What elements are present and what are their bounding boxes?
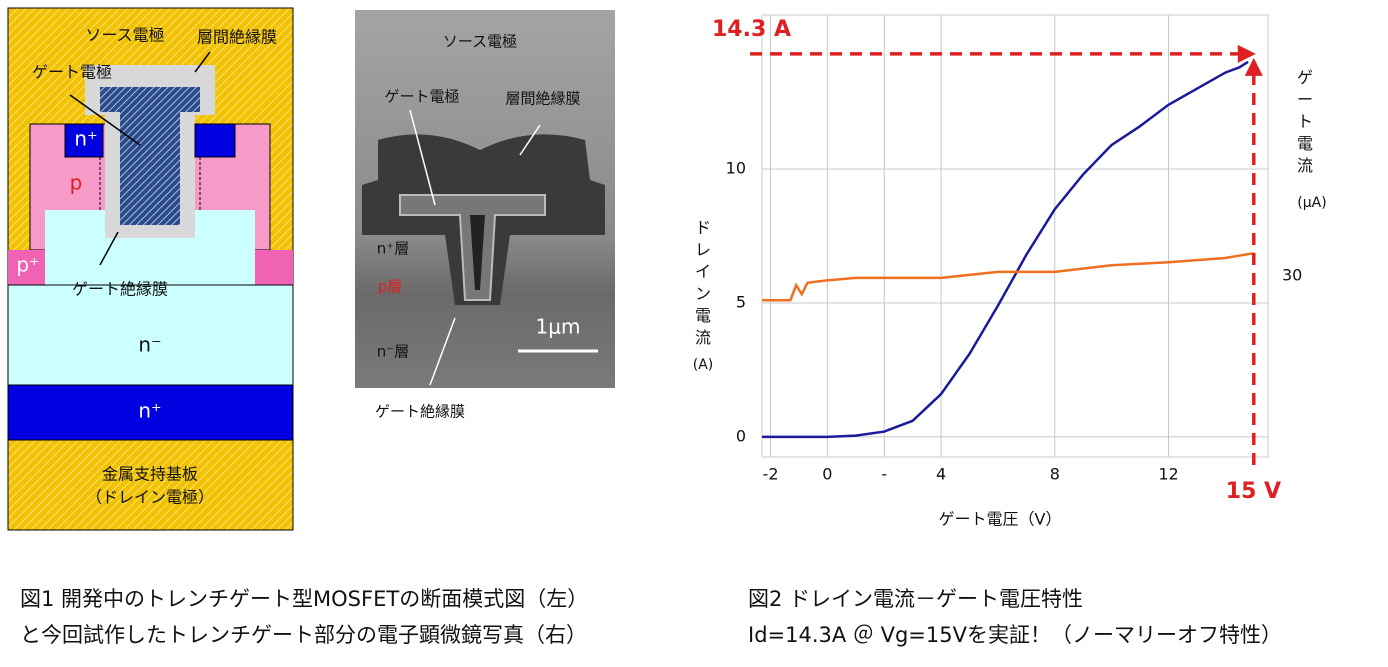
y-axis-label: (A): [693, 357, 714, 373]
photo-label: n⁻層: [377, 343, 409, 361]
y-tick-label: 0: [736, 426, 746, 445]
x-tick-label: 0: [822, 465, 832, 484]
diagram-label: n⁻: [138, 333, 161, 357]
y-tick-label: 10: [726, 159, 746, 178]
x-tick-label: 8: [1050, 465, 1060, 484]
photo-label: 層間絶縁膜: [505, 90, 580, 108]
marker-label: 15 V: [1226, 479, 1281, 504]
sem-photo: ソース電極 ゲート電極 層間絶縁膜 n⁺層 p層 n⁻層 1μm ゲート絶縁膜: [355, 10, 615, 421]
caption: Id=14.3A ＠ Vg=15Vを実証！（ノーマリーオフ特性）: [748, 623, 1282, 647]
x-tick-label: -: [881, 465, 887, 484]
photo-label: ソース電極: [443, 33, 517, 51]
diagram-label: ゲート電極: [32, 63, 112, 82]
photo-label: ゲート絶縁膜: [375, 403, 465, 421]
y-tick-label: 5: [736, 292, 746, 311]
diagram-label: p: [70, 171, 83, 195]
y2-axis-label: (μA): [1297, 195, 1326, 211]
diagram-label: 金属支持基板: [102, 465, 198, 484]
photo-label: ゲート電極: [384, 88, 459, 106]
caption: と今回試作したトレンチゲート部分の電子顕微鏡写真（右）: [20, 623, 587, 647]
diagram-label: 層間絶縁膜: [197, 28, 277, 47]
x-axis-label: ゲート電圧（V）: [939, 510, 1062, 529]
diagram-label: ゲート絶縁膜: [72, 280, 168, 299]
series-line: [762, 60, 1249, 439]
diagram-label: n⁺: [74, 127, 97, 151]
caption: 図2 ドレイン電流－ゲート電圧特性: [748, 587, 1083, 611]
y2-tick-label: 30: [1282, 266, 1302, 285]
x-tick-label: -2: [763, 465, 779, 484]
series-line: [762, 251, 1254, 302]
cross-section: ソース電極 層間絶縁膜 ゲート電極 n⁺ p p⁺ ゲート絶縁膜 n⁻ n⁺ 金…: [7, 7, 294, 531]
x-tick-label: 12: [1158, 465, 1178, 484]
photo-label: 1μm: [536, 315, 581, 339]
diagram-label: （ドレイン電極）: [86, 488, 214, 507]
marker-arrow: [1237, 44, 1256, 63]
diagram-label: p⁺: [16, 253, 39, 277]
marker-arrow: [1244, 57, 1263, 76]
photo-label: n⁺層: [377, 240, 409, 258]
chart: ゲート電圧（V） (A) (μA) -2 0 - 4 8 12 0 5 10 30 ドレイン電流 ゲー…: [693, 14, 1327, 529]
diagram-label: ソース電極: [85, 26, 164, 45]
axis-label: ドレイン電流: [695, 218, 711, 347]
x-tick-label: 4: [936, 465, 946, 484]
marker-label: 14.3 A: [712, 17, 791, 42]
diagram-label: n⁺: [138, 399, 161, 423]
photo-label: p層: [378, 278, 403, 296]
caption: 図1 開発中のトレンチゲート型MOSFETの断面模式図（左）: [20, 587, 588, 611]
axis-label: ゲート電流: [1297, 68, 1313, 175]
